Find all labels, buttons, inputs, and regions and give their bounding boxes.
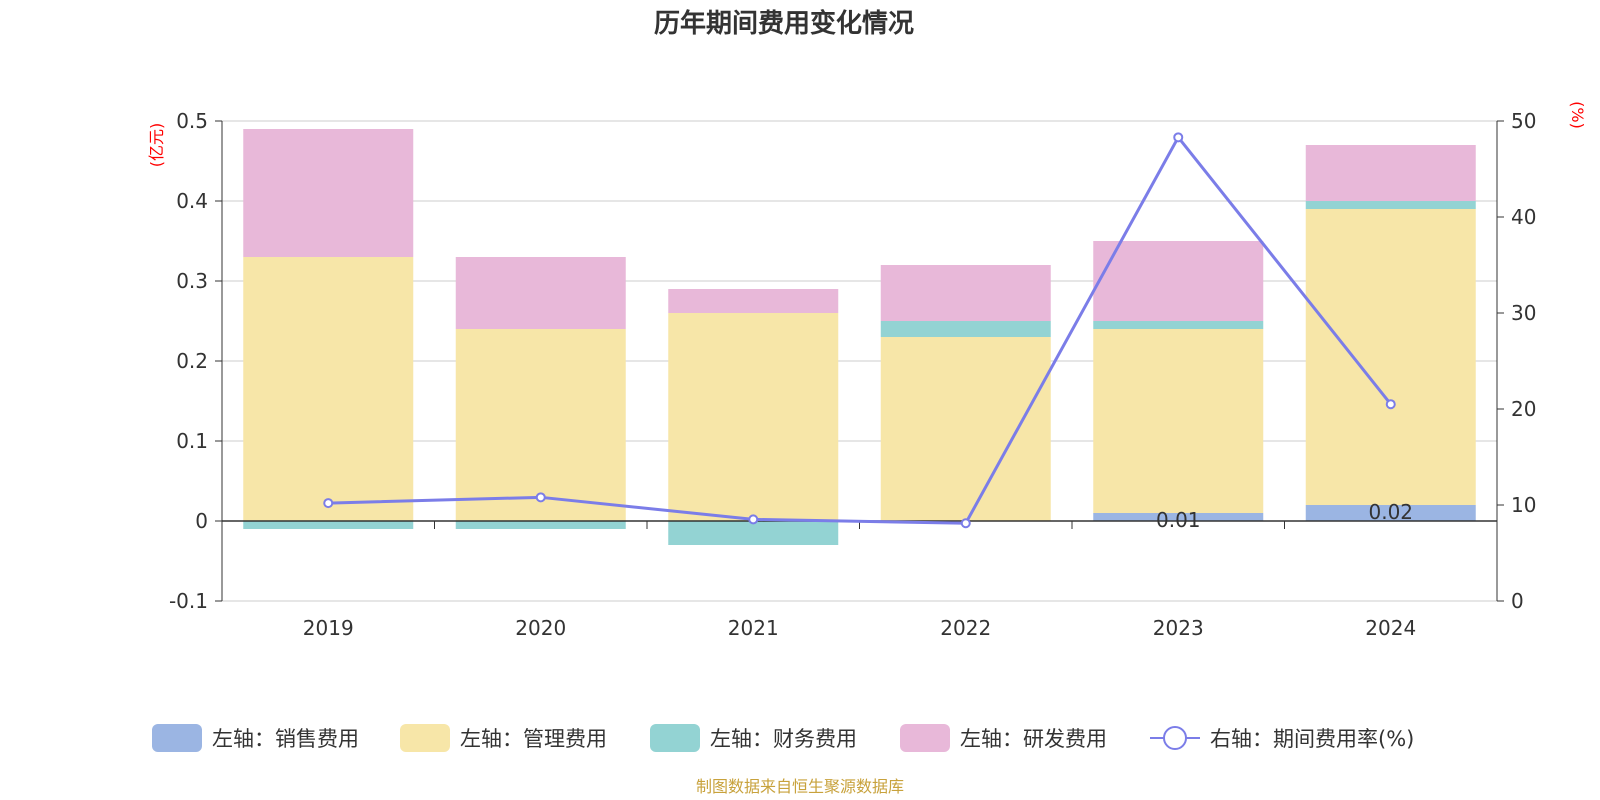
data-labels: 0.01 0.02: [1156, 500, 1413, 532]
right-tick-label: 50: [1511, 109, 1536, 133]
right-tick-label: 30: [1511, 301, 1536, 325]
rate-line: [323, 132, 1396, 529]
legend-label: 左轴：财务费用: [710, 727, 857, 751]
right-tick-label: 0: [1511, 589, 1524, 613]
rate-point: [1385, 399, 1396, 410]
bar: [1093, 241, 1264, 321]
bar: [455, 521, 626, 529]
category-label: 2019: [303, 616, 354, 640]
left-tick-label: 0.1: [176, 429, 208, 453]
category-label: 2024: [1365, 616, 1416, 640]
grid: [222, 120, 1497, 602]
legend-label: 右轴：期间费用率(%): [1210, 727, 1414, 751]
category-label: 2022: [940, 616, 991, 640]
bar: [243, 521, 414, 529]
left-tick-label: 0: [195, 509, 208, 533]
left-tick-label: 0.5: [176, 109, 208, 133]
bar: [243, 257, 414, 521]
legend-label: 左轴：研发费用: [960, 727, 1107, 751]
legend-item[interactable]: 右轴：期间费用率(%): [1150, 726, 1414, 751]
bar: [1093, 329, 1264, 513]
bars: [243, 129, 1476, 545]
bar: [455, 257, 626, 329]
left-tick-label: 0.4: [176, 189, 208, 213]
source-note: 制图数据来自恒生聚源数据库: [696, 777, 904, 796]
right-axis-unit: (%): [1568, 101, 1587, 129]
bar: [1093, 321, 1264, 329]
legend-swatch: [650, 724, 700, 752]
left-axis-unit: (亿元): [147, 123, 166, 168]
chart-title: 历年期间费用变化情况: [654, 8, 914, 39]
bar: [1305, 209, 1476, 505]
legend-item[interactable]: 左轴：管理费用: [400, 724, 607, 752]
bar: [668, 289, 839, 313]
category-label: 2021: [728, 616, 779, 640]
bar: [880, 265, 1051, 321]
legend-swatch: [400, 724, 450, 752]
rate-point: [1173, 132, 1184, 143]
bar: [243, 129, 414, 257]
legend-swatch: [900, 724, 950, 752]
rate-point: [748, 514, 759, 525]
bar: [1305, 145, 1476, 201]
right-tick-label: 20: [1511, 397, 1536, 421]
right-tick-label: 40: [1511, 205, 1536, 229]
legend-item[interactable]: 左轴：销售费用: [152, 724, 359, 752]
bar: [668, 521, 839, 545]
rate-point: [535, 492, 546, 503]
bar-data-label: 0.01: [1156, 508, 1201, 532]
left-tick-label: 0.2: [176, 349, 208, 373]
category-label: 2023: [1153, 616, 1204, 640]
legend-item[interactable]: 左轴：财务费用: [650, 724, 857, 752]
bar: [1305, 505, 1476, 521]
legend-marker: [1163, 726, 1187, 750]
bar: [1093, 513, 1264, 521]
category-label: 2020: [515, 616, 566, 640]
rate-line-path: [328, 134, 1392, 525]
bar: [880, 321, 1051, 337]
right-tick-label: 10: [1511, 493, 1536, 517]
legend-item[interactable]: 左轴：研发费用: [900, 724, 1107, 752]
legend-swatch: [152, 724, 202, 752]
rate-point: [323, 498, 334, 509]
legend: 左轴：销售费用 左轴：管理费用 左轴：财务费用 左轴：研发费用 右轴：期间费用率(%): [152, 724, 1414, 752]
left-tick-label: -0.1: [169, 589, 208, 613]
bar-data-label: 0.02: [1368, 500, 1413, 524]
bar: [668, 313, 839, 521]
bar: [880, 337, 1051, 521]
rate-point: [960, 518, 971, 529]
bar: [455, 329, 626, 521]
legend-label: 左轴：销售费用: [212, 727, 359, 751]
legend-label: 左轴：管理费用: [460, 727, 607, 751]
bar: [1305, 201, 1476, 209]
left-tick-label: 0.3: [176, 269, 208, 293]
